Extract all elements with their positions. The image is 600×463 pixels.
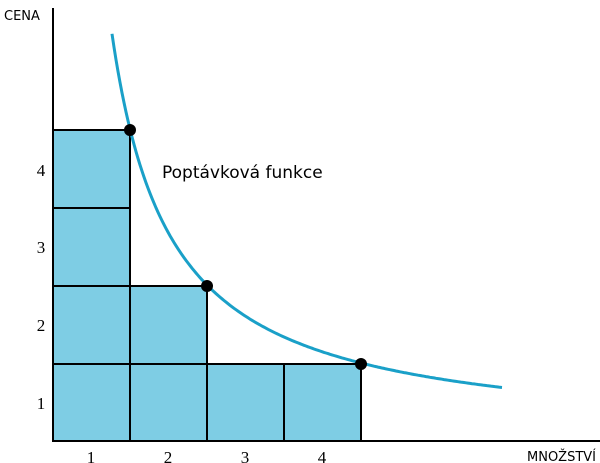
x-tick-label: 4 [318,448,327,463]
square [52,207,131,287]
square [52,363,131,442]
x-tick-label: 3 [241,448,250,463]
demand-curve [110,33,503,389]
y-tick-label: 3 [37,238,46,257]
point [124,124,136,136]
square [52,285,131,365]
x-tick-label: 1 [87,448,96,463]
point [355,358,367,370]
x-tick-label: 2 [164,448,173,463]
square [129,285,208,365]
curve-label: Poptávková funkce [162,163,323,183]
square [52,129,131,209]
y-tick-label: 1 [37,394,46,413]
square [206,363,285,442]
y-axis-label: CENA [4,9,40,24]
square [129,363,208,442]
squares [52,129,362,442]
y-tick-label: 4 [37,161,46,180]
y-tick-label: 2 [37,316,46,335]
x-axis-label: MNOŽSTVÍ [527,449,596,463]
point [201,280,213,292]
square [283,363,362,442]
